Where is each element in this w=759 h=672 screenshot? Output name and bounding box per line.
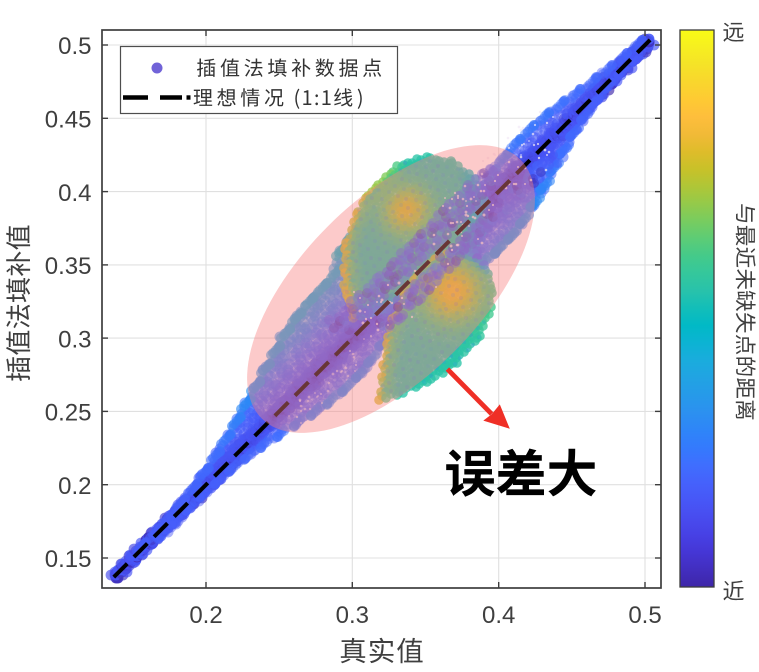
svg-text:0.3: 0.3: [58, 326, 91, 353]
svg-text:0.4: 0.4: [482, 602, 515, 629]
svg-text:0.45: 0.45: [45, 107, 92, 134]
svg-text:0.2: 0.2: [58, 473, 91, 500]
svg-text:0.35: 0.35: [45, 253, 92, 280]
svg-text:0.3: 0.3: [336, 602, 369, 629]
svg-text:0.5: 0.5: [628, 602, 661, 629]
svg-text:0.4: 0.4: [58, 180, 91, 207]
svg-text:0.5: 0.5: [58, 33, 91, 60]
svg-text:0.15: 0.15: [45, 546, 92, 573]
svg-text:0.25: 0.25: [45, 400, 92, 427]
svg-text:0.2: 0.2: [189, 602, 222, 629]
